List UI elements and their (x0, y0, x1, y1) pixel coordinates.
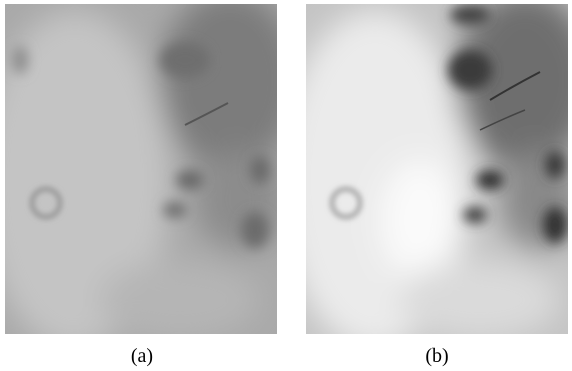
panel-a-image (0, 0, 300, 350)
panel-caption: (b) (425, 345, 448, 367)
figure: (a) (b) (0, 0, 572, 371)
panel-b-image (280, 0, 572, 350)
page: (a) (b) (() => { const data = JSON.parse… (0, 0, 572, 371)
panel-caption: (a) (131, 345, 153, 367)
